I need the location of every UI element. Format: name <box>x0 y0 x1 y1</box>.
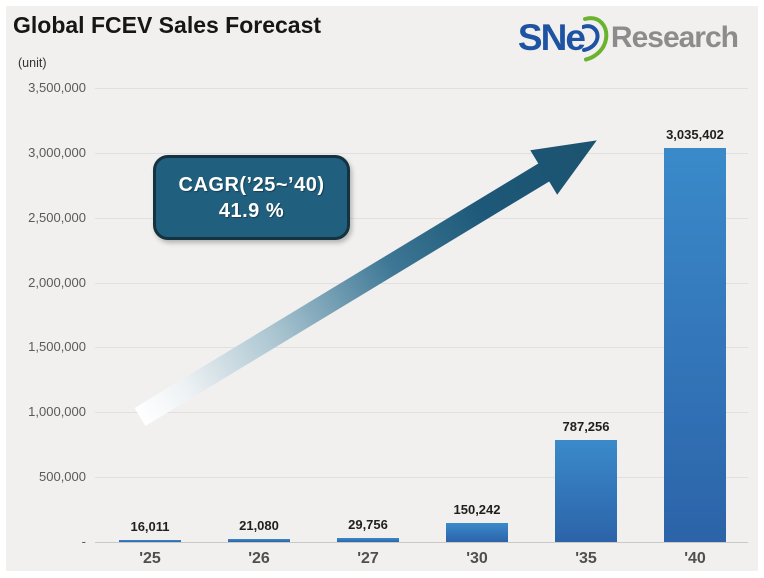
unit-label: (unit) <box>18 56 47 70</box>
logo-research-text: Research <box>610 21 739 54</box>
bar-value-label: 150,242 <box>453 501 501 517</box>
y-tick-label: - <box>81 534 86 549</box>
logo-swoosh-icon <box>581 16 609 62</box>
sne-research-logo: SNe Research <box>517 16 739 62</box>
y-tick-label: 1,000,000 <box>28 404 86 419</box>
bar <box>555 439 617 542</box>
bar <box>664 148 726 542</box>
bar-value-label: 3,035,402 <box>666 127 724 143</box>
x-tick-label: '27 <box>357 550 379 567</box>
cagr-annotation-box: CAGR(’25~’40) 41.9 % <box>153 155 350 240</box>
y-tick-label: 3,000,000 <box>28 145 86 160</box>
gridline <box>95 283 748 284</box>
gridline <box>95 88 748 89</box>
bar <box>446 522 508 542</box>
x-tick-label: '26 <box>248 550 270 567</box>
cagr-value: 41.9 % <box>218 199 285 222</box>
bar-value-label: 787,256 <box>562 418 610 434</box>
bar <box>337 538 399 542</box>
bar-value-label: 16,011 <box>130 518 170 534</box>
x-tick-label: '30 <box>466 550 488 567</box>
gridline <box>95 347 748 348</box>
gridline <box>95 477 748 478</box>
bar-value-label: 29,756 <box>348 517 388 533</box>
y-tick-label: 2,500,000 <box>28 210 86 225</box>
bar <box>119 539 181 542</box>
page-title: Global FCEV Sales Forecast <box>13 12 322 38</box>
y-tick-label: 3,500,000 <box>28 80 86 95</box>
logo-sne-text: SNe <box>517 17 586 58</box>
x-tick-label: '40 <box>684 550 706 567</box>
y-tick-label: 500,000 <box>39 469 86 484</box>
gridline <box>95 153 748 154</box>
x-tick-label: '25 <box>139 550 161 567</box>
bar-value-label: 21,080 <box>239 518 279 534</box>
bar <box>228 539 290 542</box>
y-tick-label: 2,000,000 <box>28 275 86 290</box>
x-tick-label: '35 <box>575 550 597 567</box>
cagr-label: CAGR(’25~’40) <box>178 173 325 196</box>
gridline <box>95 412 748 413</box>
y-tick-label: 1,500,000 <box>28 339 86 354</box>
x-axis-line <box>95 542 748 543</box>
